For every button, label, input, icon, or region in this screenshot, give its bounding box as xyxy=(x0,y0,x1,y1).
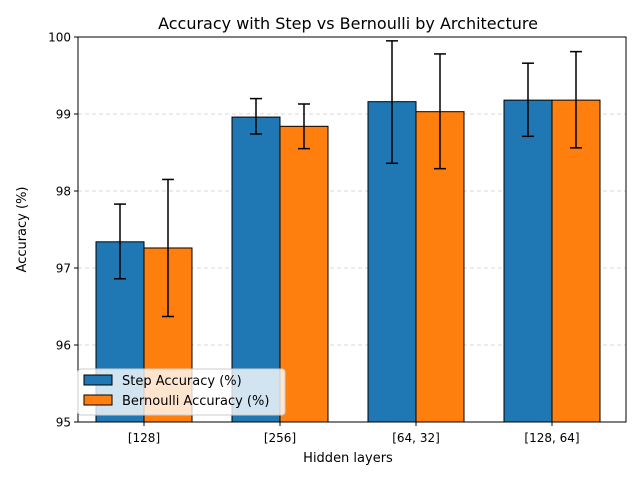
legend-swatch xyxy=(83,374,113,386)
y-tick-label: 97 xyxy=(56,262,71,276)
legend-label: Step Accuracy (%) xyxy=(122,374,242,389)
bar-bernoulli xyxy=(551,99,601,423)
y-axis: 95 96 97 98 99 100 xyxy=(48,31,78,430)
legend-label: Bernoulli Accuracy (%) xyxy=(122,394,269,409)
x-tick-label: [128] xyxy=(128,431,160,445)
y-axis-label: Accuracy (%) xyxy=(15,187,30,273)
chart-title: Accuracy with Step vs Bernoulli by Archi… xyxy=(158,14,538,33)
y-tick-label: 100 xyxy=(48,31,71,45)
error-bars xyxy=(114,40,582,318)
x-axis-label: Hidden layers xyxy=(303,451,393,466)
legend-swatch xyxy=(83,394,113,406)
y-tick-label: 99 xyxy=(56,108,71,122)
y-tick-label: 96 xyxy=(56,339,71,353)
legend-box xyxy=(77,368,286,416)
bar-bernoulli xyxy=(279,125,329,423)
y-tick-label: 98 xyxy=(56,185,71,199)
legend: Step Accuracy (%) Bernoulli Accuracy (%) xyxy=(77,368,286,416)
x-axis: [128] [256] [64, 32] [128, 64] xyxy=(128,422,580,445)
y-tick-label: 95 xyxy=(56,416,71,430)
plot-frame xyxy=(77,36,627,423)
x-tick-label: [256] xyxy=(264,431,296,445)
x-tick-label: [128, 64] xyxy=(524,431,579,445)
x-tick-label: [64, 32] xyxy=(392,431,440,445)
bar-step xyxy=(503,99,553,423)
